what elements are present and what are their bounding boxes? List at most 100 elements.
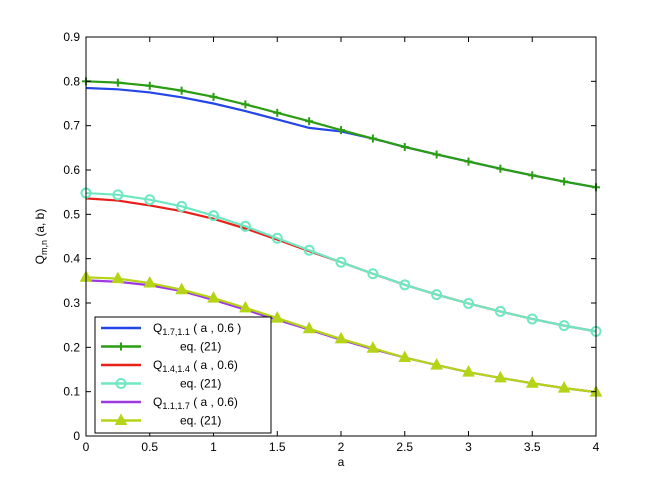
data-point bbox=[303, 244, 315, 256]
data-point bbox=[334, 331, 348, 344]
data-point bbox=[526, 313, 538, 325]
data-point bbox=[494, 370, 507, 383]
data-point bbox=[145, 81, 154, 90]
legend-label-rest: ( a , 0.6 ) bbox=[190, 321, 241, 335]
data-point bbox=[430, 358, 443, 370]
legend-label-main: Q bbox=[153, 395, 162, 409]
data-point bbox=[273, 108, 282, 117]
legend-label-rest: ( a , 0.6) bbox=[190, 395, 238, 409]
data-point bbox=[462, 365, 475, 377]
data-point bbox=[208, 210, 219, 222]
legend-item: Q1.4,1.4 ( a , 0.6) bbox=[101, 358, 238, 374]
data-point bbox=[177, 86, 186, 95]
legend-label: Q1.1,1.7 ( a , 0.6) bbox=[153, 395, 238, 411]
legend-label: eq. (21) bbox=[180, 377, 221, 391]
legend-label: Q1.7,1.1 ( a , 0.6 ) bbox=[153, 321, 241, 337]
series-1 bbox=[82, 77, 600, 192]
data-point bbox=[302, 321, 316, 334]
x-tick-label: 2 bbox=[338, 440, 345, 454]
ticks-layer: 0 0.5 1 1.5 2 2.5 3 3.5 4 0 0.1 0.2 0.3 0.4 0.5 0.6 0.7 0… bbox=[63, 30, 599, 454]
data-point bbox=[464, 157, 473, 166]
data-point bbox=[431, 289, 443, 301]
series-line-3 bbox=[85, 191, 597, 333]
data-point bbox=[143, 276, 157, 288]
x-tick-label: 2.5 bbox=[396, 440, 413, 454]
x-tick-label: 0.5 bbox=[141, 440, 158, 454]
x-tick-label: 3 bbox=[465, 440, 472, 454]
series-layer bbox=[79, 77, 603, 397]
data-point bbox=[113, 78, 122, 87]
y-tick-label: 0 bbox=[73, 429, 80, 443]
legend: Q1.7,1.1 ( a , 0.6 )eq. (21)Q1.4,1.4 ( a… bbox=[94, 316, 272, 434]
legend-label: Q1.4,1.4 ( a , 0.6) bbox=[153, 358, 238, 374]
data-point bbox=[525, 376, 539, 388]
y-tick-label: 0.7 bbox=[63, 119, 80, 133]
data-point bbox=[111, 271, 125, 284]
x-tick-label: 3.5 bbox=[524, 440, 541, 454]
y-tick-label: 0.8 bbox=[63, 74, 80, 88]
data-point bbox=[558, 320, 570, 332]
data-point bbox=[209, 92, 218, 101]
legend-label-sub: 1.7,1.1 bbox=[162, 327, 190, 337]
y-tick-label: 0.3 bbox=[63, 296, 80, 310]
legend-item: eq. (21) bbox=[101, 340, 221, 354]
x-tick-label: 1 bbox=[210, 440, 217, 454]
data-point bbox=[366, 341, 380, 353]
data-point bbox=[271, 232, 283, 244]
legend-item: eq. (21) bbox=[101, 377, 221, 391]
series-3 bbox=[80, 187, 602, 337]
series-line-2 bbox=[85, 197, 597, 333]
data-point bbox=[400, 142, 409, 151]
y-axis-label-main: Q bbox=[33, 255, 47, 264]
legend-label-rest: ( a , 0.6) bbox=[190, 358, 238, 372]
y-tick-label: 0.2 bbox=[63, 340, 80, 354]
data-point bbox=[305, 117, 314, 126]
data-point bbox=[335, 256, 347, 268]
data-point bbox=[557, 381, 571, 393]
data-point bbox=[494, 305, 506, 317]
x-tick-label: 0 bbox=[83, 440, 90, 454]
legend-marker bbox=[117, 342, 125, 351]
legend-marker bbox=[114, 413, 128, 425]
data-point bbox=[560, 177, 569, 186]
data-point bbox=[463, 297, 474, 309]
data-point bbox=[398, 350, 412, 363]
data-point bbox=[367, 268, 379, 280]
series-2 bbox=[85, 197, 597, 333]
y-axis-label: Qm,n (a, b) bbox=[33, 209, 49, 265]
y-tick-label: 0.1 bbox=[63, 385, 80, 399]
y-tick-label: 0.5 bbox=[63, 207, 80, 221]
x-tick-label: 4 bbox=[593, 440, 600, 454]
data-point bbox=[176, 200, 188, 212]
legend-marker bbox=[115, 378, 127, 389]
legend-label: eq. (21) bbox=[180, 414, 221, 428]
y-tick-label: 0.4 bbox=[63, 252, 80, 266]
data-point bbox=[239, 300, 252, 313]
series-line-1 bbox=[85, 80, 597, 189]
y-axis-label-rest: (a, b) bbox=[33, 209, 47, 240]
y-tick-label: 0.9 bbox=[63, 30, 80, 44]
data-point bbox=[239, 220, 251, 232]
data-point bbox=[337, 126, 345, 135]
data-point bbox=[112, 189, 124, 201]
legend-label-sub: 1.4,1.4 bbox=[162, 364, 190, 374]
legend-item: Q1.7,1.1 ( a , 0.6 ) bbox=[101, 321, 241, 337]
legend-label: eq. (21) bbox=[180, 340, 221, 354]
data-point bbox=[432, 150, 441, 159]
data-point bbox=[144, 194, 156, 206]
legend-label-main: Q bbox=[153, 321, 162, 335]
data-point bbox=[270, 311, 284, 323]
legend-label-main: Q bbox=[153, 358, 162, 372]
y-tick-label: 0.6 bbox=[63, 163, 80, 177]
legend-label-sub: 1.1,1.7 bbox=[162, 401, 190, 411]
x-tick-label: 1.5 bbox=[269, 440, 286, 454]
legend-item: Q1.1,1.7 ( a , 0.6) bbox=[101, 395, 238, 411]
y-axis-label-sub: m,n bbox=[39, 240, 49, 255]
data-point bbox=[528, 171, 537, 180]
data-point bbox=[496, 164, 505, 173]
data-point bbox=[175, 282, 188, 295]
data-point bbox=[241, 100, 250, 109]
data-point bbox=[368, 134, 377, 143]
x-axis-label: a bbox=[338, 455, 345, 469]
